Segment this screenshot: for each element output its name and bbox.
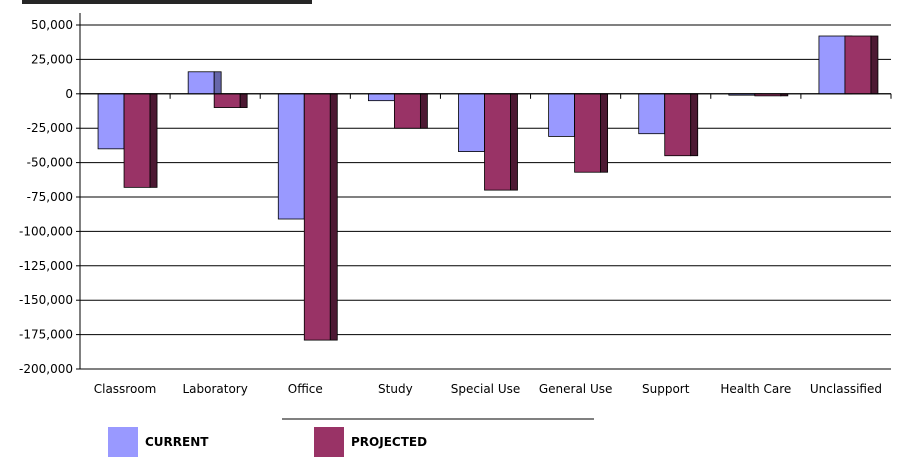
bar-projected-office: [303, 93, 331, 341]
bar-current-classroom: [97, 93, 125, 150]
x-tick-label: Classroom: [94, 382, 157, 396]
y-tick-label: -25,000: [27, 121, 73, 135]
x-tick-label: Health Care: [720, 382, 791, 396]
bar-current-study: [367, 93, 395, 102]
x-tick-label: Office: [288, 382, 323, 396]
bar-side-face: [213, 71, 222, 95]
bar-current-support: [638, 93, 666, 135]
legend-label-current: CURRENT: [145, 435, 209, 449]
bar-current-general-use: [548, 93, 576, 137]
y-tick-label: 25,000: [31, 52, 73, 66]
bar-current-laboratory: [187, 71, 215, 95]
y-tick-label: -50,000: [27, 156, 73, 170]
bar-side-face: [239, 93, 248, 108]
x-tick-label: General Use: [539, 382, 613, 396]
bars: [97, 35, 879, 341]
y-tick-label: -75,000: [27, 190, 73, 204]
bar-current-unclassified: [818, 35, 846, 95]
y-tick-label: -175,000: [19, 328, 73, 342]
y-tick-label: -125,000: [19, 259, 73, 273]
y-axis-ticks: 50,000 25,000 0 -25,000 -50,000 -75,000 -100,0…: [19, 18, 73, 376]
bar-side-face: [149, 93, 158, 188]
y-tick-label: 0: [65, 87, 73, 101]
bar-projected-unclassified: [844, 35, 872, 95]
chart-title-cropped: [22, 0, 312, 4]
bar-side-face: [329, 93, 338, 341]
bar-side-face: [600, 93, 609, 173]
axes: [76, 13, 892, 370]
bar-projected-general-use: [574, 93, 602, 173]
bar-projected-support: [664, 93, 692, 157]
x-tick-label: Laboratory: [182, 382, 247, 396]
x-tick-label: Support: [642, 382, 690, 396]
x-tick-label: Special Use: [451, 382, 520, 396]
x-axis-ticks: Classroom Laboratory Office Study Special Us…: [94, 382, 882, 396]
bar-side-face: [870, 35, 879, 95]
y-tick-label: -150,000: [19, 293, 73, 307]
legend-swatch-current: [108, 427, 138, 457]
x-tick-label: Study: [378, 382, 413, 396]
x-tick-label: Unclassified: [810, 382, 882, 396]
bar-side-face: [690, 93, 699, 157]
bar-side-face: [510, 93, 518, 191]
bar-projected-laboratory: [213, 93, 241, 108]
legend-label-projected: PROJECTED: [351, 435, 427, 449]
bar-current-special-use: [458, 93, 485, 152]
legend-swatch-projected: [314, 427, 344, 457]
bar-projected-study: [393, 93, 421, 129]
y-tick-label: 50,000: [31, 18, 73, 32]
y-tick-label: -200,000: [19, 362, 73, 376]
y-tick-label: -100,000: [19, 224, 73, 238]
bar-projected-classroom: [123, 93, 151, 188]
bar-current-office: [277, 93, 305, 220]
bar-projected-special-use: [484, 93, 511, 191]
bar-side-face: [419, 93, 428, 129]
legend: CURRENT PROJECTED: [108, 418, 594, 457]
chart-title-fragment: [22, 0, 312, 4]
